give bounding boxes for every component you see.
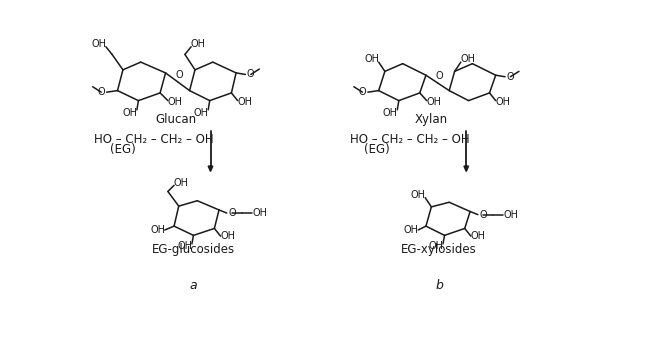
Text: OH: OH	[404, 225, 418, 235]
Text: OH: OH	[91, 39, 106, 49]
Text: Glucan: Glucan	[155, 113, 196, 126]
Text: O: O	[436, 71, 443, 81]
Text: EG-xylosides: EG-xylosides	[401, 243, 477, 257]
Text: O: O	[358, 87, 366, 97]
Text: Xylan: Xylan	[415, 113, 448, 126]
Text: HO – CH₂ – CH₂ – OH: HO – CH₂ – CH₂ – OH	[95, 132, 214, 146]
Text: (EG): (EG)	[110, 143, 136, 155]
Text: O: O	[97, 87, 105, 97]
Text: HO – CH₂ – CH₂ – OH: HO – CH₂ – CH₂ – OH	[350, 132, 469, 146]
Text: a: a	[190, 279, 197, 292]
Text: OH: OH	[410, 190, 426, 200]
Text: OH: OH	[383, 108, 398, 118]
Text: OH: OH	[428, 241, 444, 251]
Text: OH: OH	[150, 225, 165, 235]
Text: OH: OH	[460, 54, 475, 64]
Text: O: O	[247, 69, 254, 79]
Text: OH: OH	[364, 54, 379, 64]
Text: OH: OH	[237, 97, 252, 107]
Text: OH: OH	[177, 241, 192, 251]
Text: OH: OH	[471, 231, 485, 241]
Text: O: O	[229, 208, 236, 218]
Text: OH: OH	[220, 231, 235, 241]
FancyArrow shape	[208, 166, 213, 171]
Text: OH: OH	[190, 39, 206, 49]
Text: OH: OH	[194, 108, 209, 118]
Text: O: O	[479, 210, 487, 220]
Text: b: b	[435, 279, 443, 292]
Text: OH: OH	[167, 97, 182, 107]
Text: OH: OH	[122, 108, 137, 118]
Text: EG-glucosides: EG-glucosides	[152, 243, 235, 257]
FancyArrow shape	[464, 166, 469, 171]
Text: OH: OH	[174, 178, 188, 188]
Text: OH: OH	[426, 97, 441, 107]
Text: O: O	[506, 72, 514, 82]
Text: O: O	[175, 70, 183, 80]
Text: OH: OH	[495, 97, 510, 107]
Text: OH: OH	[504, 210, 519, 220]
Text: (EG): (EG)	[364, 143, 390, 155]
Text: OH: OH	[253, 208, 268, 218]
